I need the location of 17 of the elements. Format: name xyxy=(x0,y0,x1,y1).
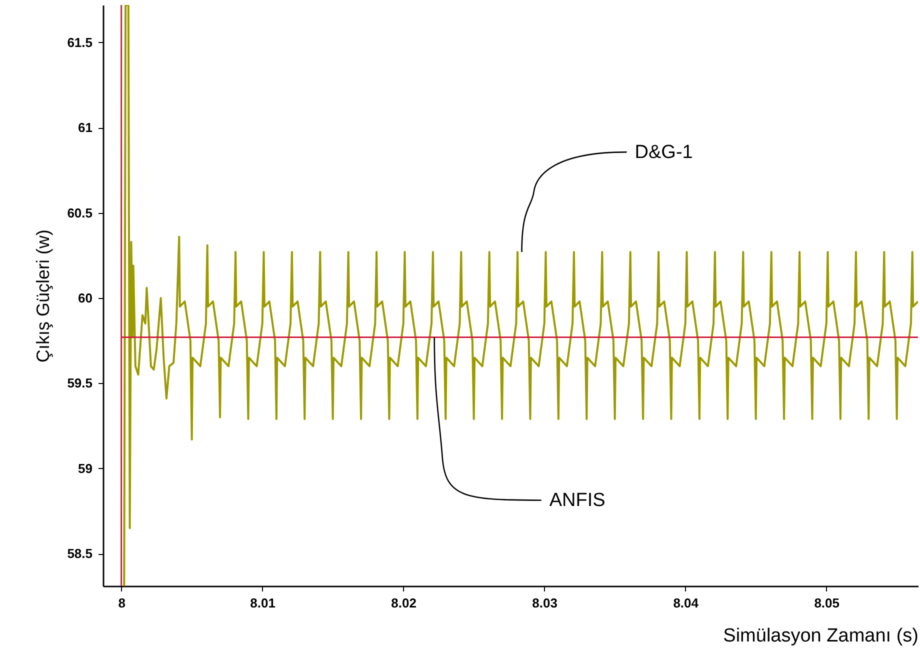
y-tick-label: 59 xyxy=(78,460,92,476)
y-axis-title: Çıkış Güçleri (w) xyxy=(33,229,54,363)
y-tick-label: 61.5 xyxy=(67,34,92,50)
x-tick-label: 8.03 xyxy=(532,596,558,610)
y-tick-label: 60 xyxy=(78,290,92,306)
x-tick-label: 8.02 xyxy=(391,596,416,610)
x-tick-label: 8.05 xyxy=(814,596,840,610)
x-tick-label: 8 xyxy=(118,596,126,610)
annotation: ANFIS xyxy=(549,490,606,512)
y-tick-label: 59.5 xyxy=(67,376,92,391)
x-tick-label: 8.01 xyxy=(250,596,276,610)
x-tick-label: 8.04 xyxy=(673,596,700,610)
y-tick-label: 60.5 xyxy=(67,205,92,220)
y-tick-label: 61 xyxy=(78,120,92,136)
y-tick-label: 58.5 xyxy=(67,546,92,562)
x-axis-title: Simülasyon Zamanı (s) xyxy=(723,626,918,646)
annotation: D&G-1 xyxy=(634,142,693,164)
